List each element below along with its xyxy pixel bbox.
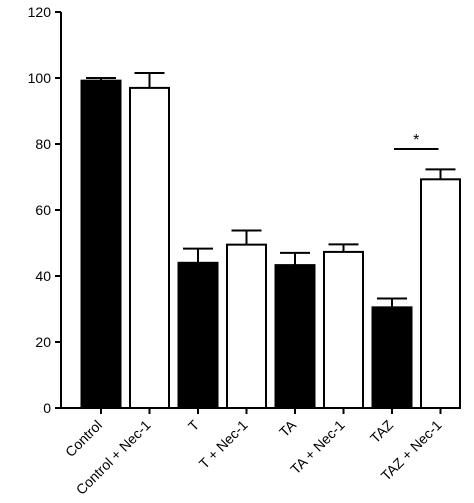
y-tick-label: 100 — [28, 70, 52, 86]
y-tick-label: 80 — [35, 136, 51, 152]
bar — [177, 261, 219, 409]
bar — [371, 306, 413, 410]
significance-asterisk: * — [413, 132, 419, 149]
y-tick-label: 60 — [35, 202, 51, 218]
x-category-label: TA — [276, 416, 300, 440]
bar — [80, 79, 122, 409]
x-category-label: Control — [62, 417, 105, 460]
y-tick-label: 40 — [35, 268, 51, 284]
x-category-label: TAZ — [367, 416, 397, 446]
y-tick-label: 120 — [28, 4, 52, 20]
bar — [420, 178, 461, 409]
y-tick-label: 20 — [35, 334, 51, 350]
bar — [226, 243, 267, 409]
bar — [323, 250, 364, 409]
x-category-label: T + Nec-1 — [196, 417, 251, 472]
x-category-label: T — [185, 416, 203, 434]
y-tick-label: 0 — [43, 400, 51, 416]
bar — [129, 86, 170, 410]
bar — [274, 264, 316, 409]
